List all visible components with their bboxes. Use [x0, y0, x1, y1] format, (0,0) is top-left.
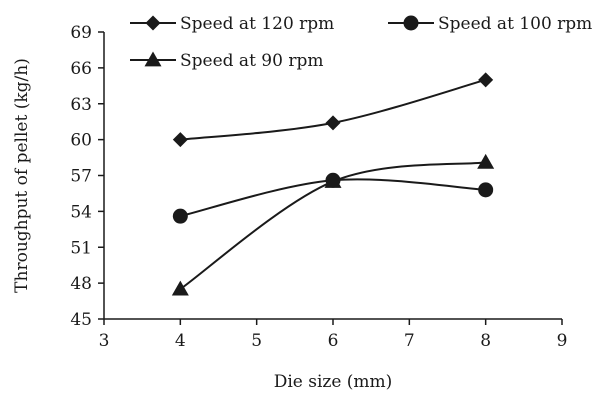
legend-item: Speed at 100 rpm [388, 14, 592, 34]
data-point-triangle [324, 172, 342, 188]
legend-marker-circle [403, 15, 419, 31]
legend-marker-diamond [145, 15, 161, 31]
y-tick-label: 66 [70, 59, 92, 79]
plot-area [171, 72, 495, 296]
data-point-diamond [172, 132, 188, 148]
y-axis-ticks: 45 48 51 54 57 60 63 66 69 [70, 23, 104, 330]
legend-label: Speed at 120 rpm [180, 14, 334, 34]
x-tick-label: 8 [480, 331, 491, 351]
y-tick-label: 48 [70, 274, 92, 294]
x-axis-ticks: 3 4 5 6 7 8 9 [99, 319, 568, 351]
x-tick-label: 4 [175, 331, 186, 351]
data-point-triangle [477, 153, 495, 169]
y-tick-label: 54 [70, 202, 92, 222]
y-tick-label: 51 [70, 238, 92, 258]
y-tick-label: 45 [70, 310, 92, 330]
x-tick-label: 3 [99, 331, 110, 351]
x-tick-label: 9 [557, 331, 568, 351]
x-axis-title: Die size (mm) [274, 372, 393, 392]
y-tick-label: 63 [70, 95, 92, 115]
x-tick-label: 7 [404, 331, 415, 351]
y-tick-label: 60 [70, 131, 92, 151]
legend-marker-triangle [144, 51, 162, 67]
data-point-diamond [325, 115, 341, 131]
series-line [180, 78, 486, 141]
y-axis-title: Throughput of pellet (kg/h) [12, 58, 32, 293]
series-triangle [171, 153, 495, 296]
x-tick-label: 5 [251, 331, 262, 351]
legend-label: Speed at 90 rpm [180, 51, 323, 71]
data-point-circle [478, 182, 494, 198]
data-point-circle [172, 208, 188, 224]
data-point-triangle [171, 280, 189, 296]
y-tick-label: 69 [70, 23, 92, 43]
data-point-diamond [478, 72, 494, 88]
chart-legend: Speed at 120 rpm Speed at 100 rpm Speed at… [130, 14, 592, 71]
series-diamond [172, 72, 494, 148]
x-tick-label: 6 [328, 331, 339, 351]
legend-label: Speed at 100 rpm [438, 14, 592, 34]
y-tick-label: 57 [70, 167, 92, 187]
legend-item: Speed at 120 rpm [130, 14, 334, 34]
legend-item: Speed at 90 rpm [130, 51, 323, 71]
